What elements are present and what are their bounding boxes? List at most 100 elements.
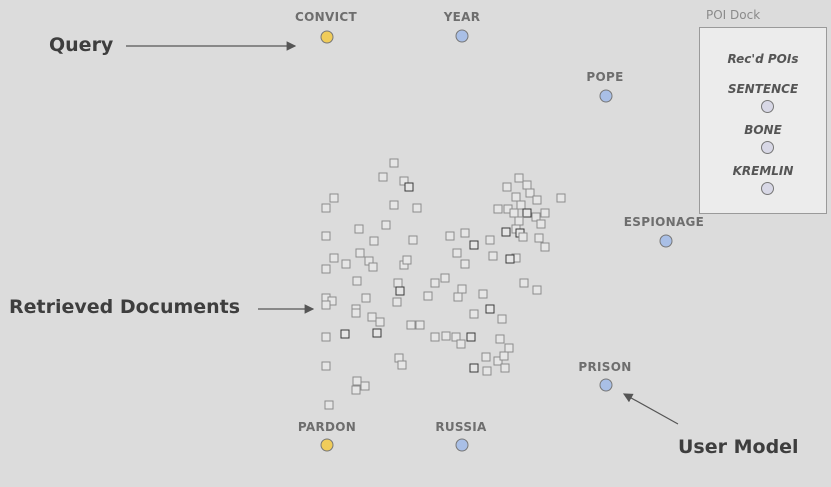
document-square[interactable] [469, 309, 479, 319]
document-square[interactable] [321, 264, 331, 274]
document-square[interactable] [501, 227, 511, 237]
document-square[interactable] [522, 208, 532, 218]
document-square[interactable] [355, 248, 365, 258]
document-square[interactable] [445, 231, 455, 241]
document-square[interactable] [408, 235, 418, 245]
poi-dot-year[interactable] [455, 29, 469, 43]
document-square[interactable] [518, 232, 528, 242]
document-square[interactable] [485, 235, 495, 245]
poi-dock[interactable]: Rec'd POIs SENTENCE BONE KREMLIN [699, 27, 827, 214]
poi-label-year: YEAR [443, 10, 481, 24]
document-square[interactable] [324, 400, 334, 410]
document-square[interactable] [415, 320, 425, 330]
document-square[interactable] [395, 286, 405, 296]
document-square[interactable] [532, 285, 542, 295]
document-square[interactable] [360, 381, 370, 391]
document-square[interactable] [540, 208, 550, 218]
document-square[interactable] [456, 339, 466, 349]
document-square[interactable] [341, 259, 351, 269]
document-square[interactable] [511, 192, 521, 202]
document-square[interactable] [412, 203, 422, 213]
document-square[interactable] [493, 204, 503, 214]
document-square[interactable] [519, 278, 529, 288]
poi-dot-pardon[interactable] [320, 438, 334, 452]
document-square[interactable] [469, 363, 479, 373]
document-square[interactable] [478, 289, 488, 299]
document-square[interactable] [531, 212, 541, 222]
document-square[interactable] [499, 351, 509, 361]
document-square[interactable] [389, 200, 399, 210]
document-square[interactable] [361, 293, 371, 303]
document-square[interactable] [389, 158, 399, 168]
document-square[interactable] [354, 224, 364, 234]
document-square[interactable] [351, 308, 361, 318]
document-square[interactable] [497, 314, 507, 324]
document-square[interactable] [369, 236, 379, 246]
document-square[interactable] [505, 254, 515, 264]
document-square[interactable] [466, 332, 476, 342]
document-square[interactable] [493, 356, 503, 366]
document-square[interactable] [321, 203, 331, 213]
document-square[interactable] [430, 332, 440, 342]
document-square[interactable] [321, 300, 331, 310]
document-square[interactable] [372, 328, 382, 338]
document-square[interactable] [532, 195, 542, 205]
document-square[interactable] [441, 331, 451, 341]
document-square[interactable] [504, 343, 514, 353]
document-square[interactable] [368, 262, 378, 272]
document-square[interactable] [329, 193, 339, 203]
poi-dot-prison[interactable] [599, 378, 613, 392]
document-square[interactable] [402, 255, 412, 265]
dock-item-dot-bone[interactable] [761, 141, 774, 154]
document-square[interactable] [321, 332, 331, 342]
document-square[interactable] [367, 312, 377, 322]
document-square[interactable] [351, 385, 361, 395]
document-square[interactable] [485, 304, 495, 314]
document-square[interactable] [340, 329, 350, 339]
document-square[interactable] [540, 242, 550, 252]
document-square[interactable] [495, 334, 505, 344]
document-square[interactable] [556, 193, 566, 203]
document-square[interactable] [404, 182, 414, 192]
document-square[interactable] [460, 228, 470, 238]
document-square[interactable] [352, 276, 362, 286]
document-square[interactable] [375, 317, 385, 327]
document-square[interactable] [488, 251, 498, 261]
document-square[interactable] [440, 273, 450, 283]
document-square[interactable] [392, 297, 402, 307]
document-square[interactable] [469, 240, 479, 250]
dock-item-dot-sentence[interactable] [761, 100, 774, 113]
document-square[interactable] [397, 360, 407, 370]
document-square[interactable] [452, 248, 462, 258]
document-square[interactable] [399, 176, 409, 186]
dock-item-dot-kremlin[interactable] [761, 182, 774, 195]
document-square[interactable] [509, 208, 519, 218]
document-square[interactable] [321, 361, 331, 371]
document-square[interactable] [482, 366, 492, 376]
document-square[interactable] [321, 231, 331, 241]
document-square[interactable] [525, 188, 535, 198]
document-square[interactable] [514, 173, 524, 183]
document-square[interactable] [460, 259, 470, 269]
document-square[interactable] [381, 220, 391, 230]
document-square[interactable] [430, 278, 440, 288]
poi-dot-pope[interactable] [599, 89, 613, 103]
document-square[interactable] [457, 284, 467, 294]
poi-dot-convict[interactable] [320, 30, 334, 44]
poi-dot-espionage[interactable] [659, 234, 673, 248]
document-square[interactable] [423, 291, 433, 301]
document-square[interactable] [329, 253, 339, 263]
document-square[interactable] [534, 233, 544, 243]
document-square[interactable] [406, 320, 416, 330]
document-square[interactable] [516, 200, 526, 210]
document-square[interactable] [451, 332, 461, 342]
document-square[interactable] [481, 352, 491, 362]
document-square[interactable] [378, 172, 388, 182]
poi-dot-russia[interactable] [455, 438, 469, 452]
document-square[interactable] [500, 363, 510, 373]
poi-label-russia: RUSSIA [435, 420, 487, 434]
document-square[interactable] [536, 219, 546, 229]
document-square[interactable] [502, 182, 512, 192]
document-square[interactable] [352, 376, 362, 386]
